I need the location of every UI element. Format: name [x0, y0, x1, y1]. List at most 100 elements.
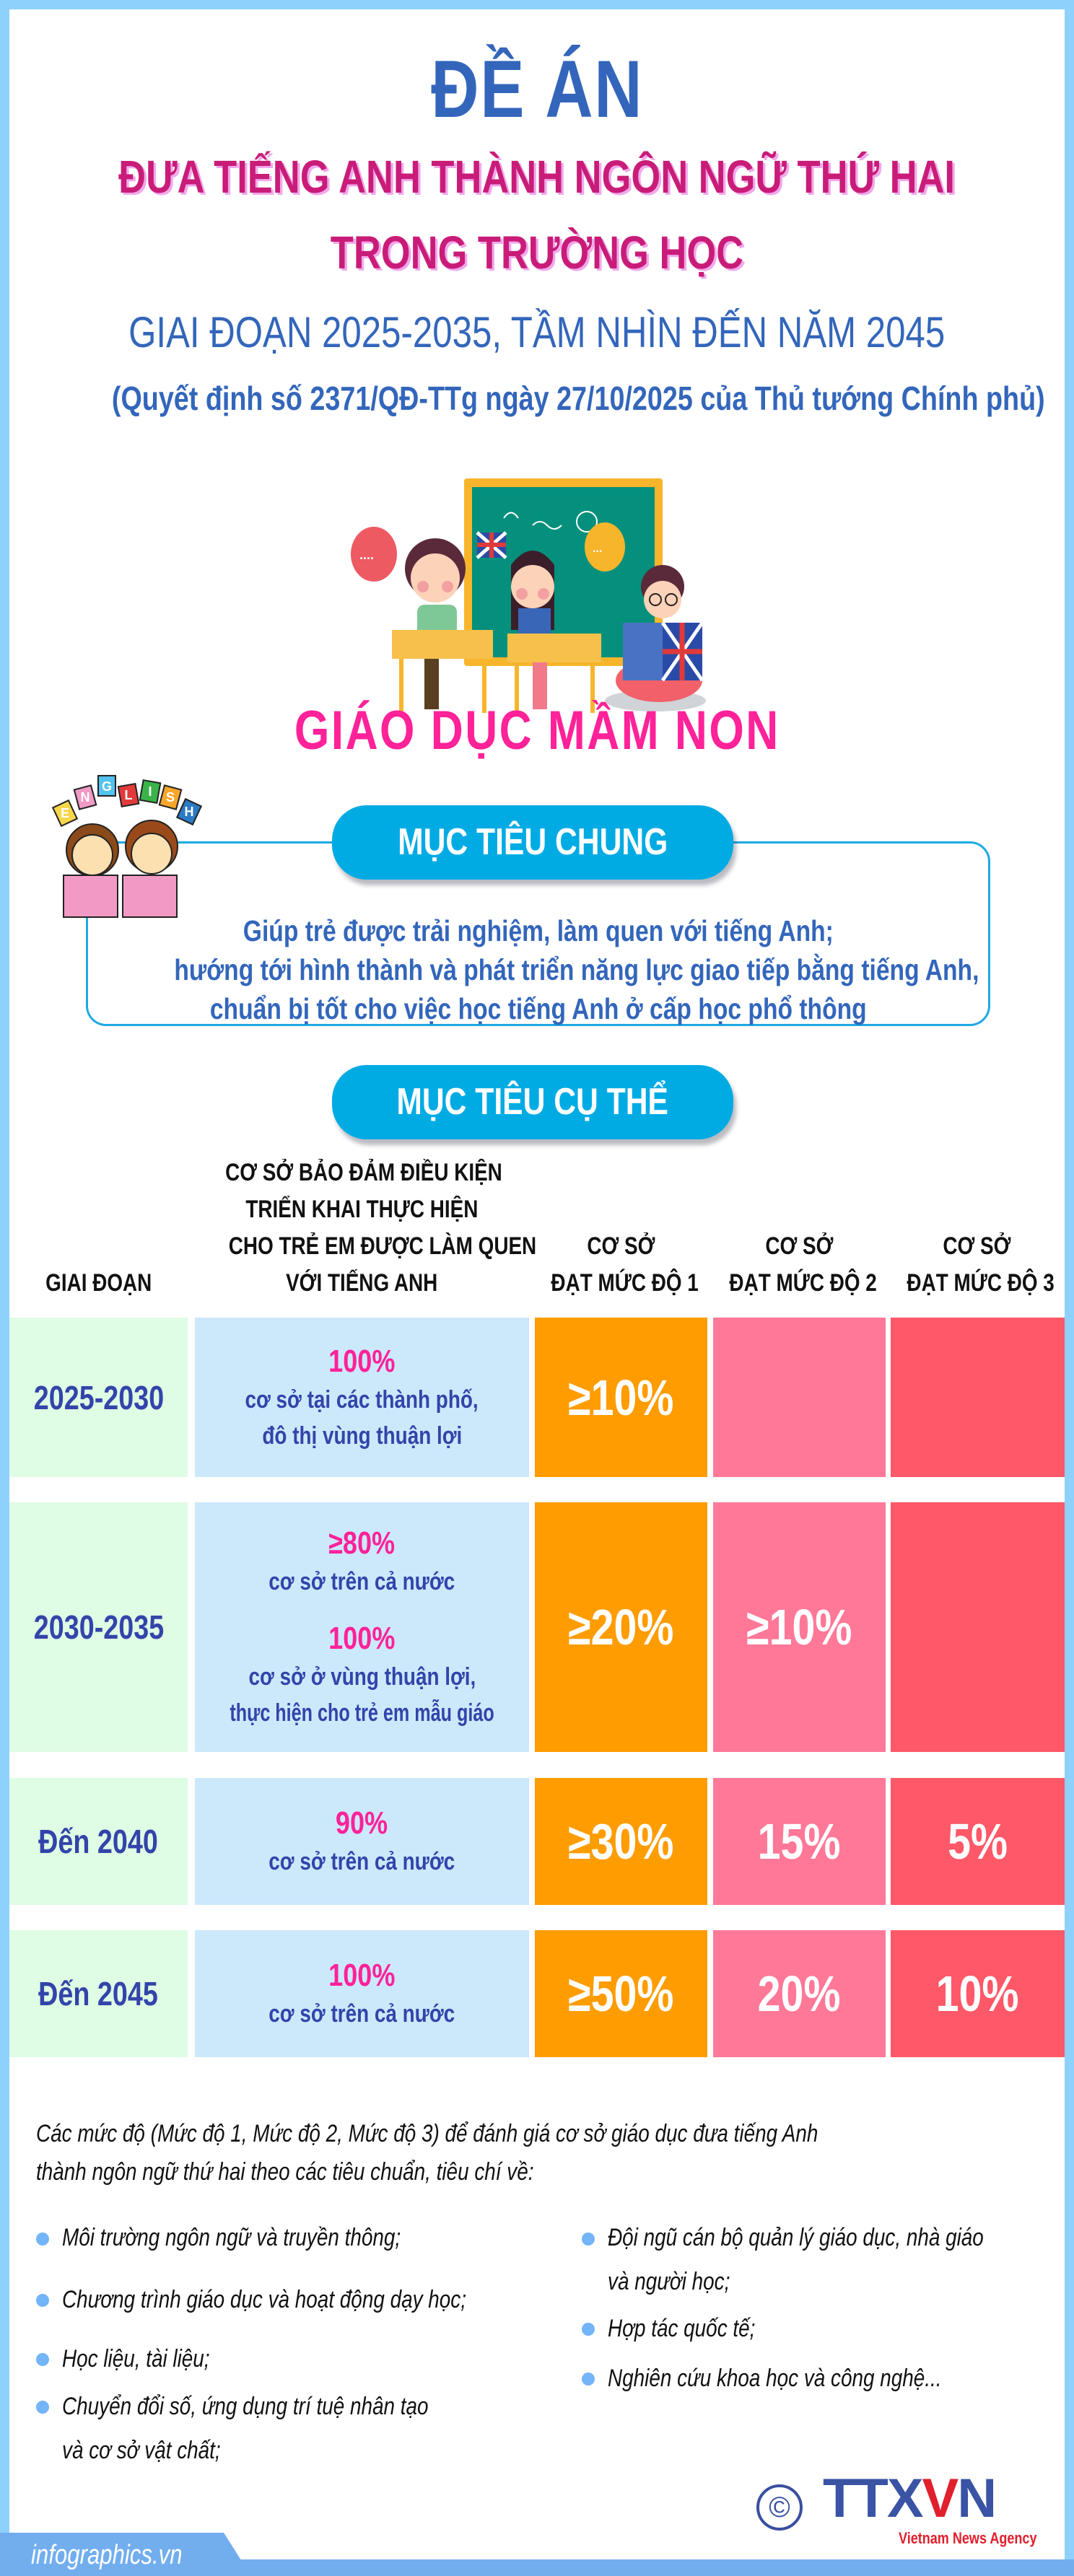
general-goal-heading: MỤC TIÊU CHUNG: [332, 805, 733, 880]
condition-desc: cơ sở tại các thành phố,: [219, 1382, 504, 1418]
condition-percent-text: 100%: [328, 1621, 396, 1656]
level-1-cell: ≥20%: [535, 1502, 707, 1752]
condition-percent: 90%: [330, 1803, 393, 1844]
logo-n: N: [957, 2468, 997, 2529]
specific-goal-heading: MỤC TIÊU CỤ THỂ: [332, 1065, 733, 1139]
condition-desc-text: cơ sở trên cả nước: [268, 2000, 455, 2028]
period-text: GIAI ĐOẠN 2025-2035, TẦM NHÌN ĐẾN NĂM 20…: [128, 308, 946, 356]
list-item-text: Đội ngũ cán bộ quản lý giáo dục, nhà giá…: [608, 2224, 984, 2251]
level-2-value: 15%: [758, 1813, 841, 1870]
condition-percent: ≥80%: [321, 1523, 402, 1564]
svg-text:G: G: [102, 779, 112, 794]
svg-text:S: S: [166, 790, 175, 805]
education-level-title-text: GIÁO DỤC MẦM NON: [294, 700, 780, 761]
list-item-text: Học liệu, tài liệu;: [62, 2345, 210, 2373]
bullet-icon: [36, 2294, 49, 2307]
column-header-text: CƠ SỞ BẢO ĐẢM ĐIỀU KIỆN: [225, 1159, 502, 1186]
period-text: Đến 2040: [38, 1823, 159, 1860]
subtitle-line-2-text: TRONG TRƯỜNG HỌC: [330, 227, 744, 279]
main-title: ĐỀ ÁN: [9, 49, 1065, 130]
list-item: Chuyển đổi số, ứng dụng trí tuệ nhân tạo…: [62, 2388, 509, 2470]
condition-percent: 100%: [321, 1341, 403, 1382]
column-header-level-3: CƠ SỞ ĐẠT MỨC ĐỘ 3: [891, 1228, 1063, 1302]
conditions-cell: 100% cơ sở trên cả nước: [195, 1930, 529, 2057]
condition-desc: cơ sở trên cả nước: [248, 1996, 475, 2032]
copyright-icon: ©: [756, 2484, 803, 2531]
condition-desc: cơ sở trên cả nước: [248, 1844, 475, 1880]
svg-text:H: H: [185, 805, 194, 819]
list-item-text: Môi trường ngôn ngữ và truyền thông;: [62, 2224, 401, 2251]
general-goal-line-text: Giúp trẻ được trải nghiệm, làm quen với …: [243, 914, 834, 947]
condition-desc: cơ sở trên cả nước: [248, 1564, 475, 1600]
bullet-icon: [582, 2323, 595, 2336]
period-cell: Đến 2040: [9, 1778, 188, 1905]
general-goal-line-text: hướng tới hình thành và phát triển năng …: [174, 953, 979, 986]
column-header-text: CƠ SỞ: [943, 1232, 1011, 1260]
bullet-icon: [582, 2373, 595, 2386]
logo-v: V: [922, 2468, 959, 2529]
condition-percent: 100%: [321, 1955, 403, 1996]
svg-text:...: ...: [593, 543, 602, 555]
ttxvn-logo: TTXVN: [823, 2468, 997, 2529]
list-item-text: Chương trình giáo dục và hoạt động dạy h…: [62, 2286, 466, 2313]
condition-desc-text: đô thị vùng thuận lợi: [262, 1421, 462, 1450]
general-goal-line: hướng tới hình thành và phát triển năng …: [86, 950, 990, 989]
level-3-cell: 5%: [891, 1778, 1065, 1905]
copyright-symbol: ©: [769, 2492, 790, 2523]
bullet-icon: [36, 2353, 49, 2366]
level-1-cell: ≥10%: [535, 1318, 707, 1477]
condition-desc-text: cơ sở tại các thành phố,: [245, 1385, 479, 1414]
conditions-cell: 90% cơ sở trên cả nước: [195, 1778, 529, 1905]
condition-percent-text: ≥80%: [328, 1525, 396, 1561]
education-level-title: GIÁO DỤC MẦM NON: [9, 704, 1065, 758]
condition-percent-text: 100%: [328, 1343, 396, 1379]
agency-name-text: Vietnam News Agency: [899, 2529, 1037, 2547]
decision-text: (Quyết định số 2371/QĐ-TTg ngày 27/10/20…: [111, 380, 1045, 417]
period-cell: 2030-2035: [9, 1502, 188, 1752]
condition-desc: thực hiện cho trẻ em mẫu giáo: [183, 1695, 541, 1731]
period-text: Đến 2045: [38, 1975, 159, 2012]
condition-desc-text: cơ sở trên cả nước: [268, 1848, 455, 1875]
list-item: Chương trình giáo dục và hoạt động dạy h…: [62, 2281, 555, 2319]
column-header-text: GIAI ĐOẠN: [45, 1269, 152, 1297]
level-2-cell: 15%: [713, 1778, 886, 1905]
criteria-intro-line: thành ngôn ngữ thứ hai theo các tiêu chu…: [36, 2158, 534, 2186]
english-reading-kids-icon: E N G L I S H: [51, 775, 203, 918]
svg-text:....: ....: [359, 548, 374, 562]
level-1-value: ≥50%: [568, 1966, 674, 2022]
footer-band: [0, 2559, 1074, 2576]
list-item: Đội ngũ cán bộ quản lý giáo dục, nhà giá…: [608, 2219, 1066, 2301]
logo-ttx: TTX: [823, 2468, 924, 2529]
level-3-cell: [891, 1502, 1065, 1752]
level-3-cell: [891, 1318, 1065, 1477]
svg-text:E: E: [61, 806, 69, 820]
level-2-value: 20%: [758, 1966, 841, 2022]
bullet-icon: [36, 2233, 49, 2246]
classroom-kids-illustration-icon: .... ...: [351, 478, 706, 713]
column-header-text: VỚI TIẾNG ANH: [286, 1269, 438, 1297]
bullet-icon: [582, 2233, 595, 2246]
condition-percent: 100%: [321, 1618, 403, 1659]
list-item: Học liệu, tài liệu;: [62, 2340, 242, 2378]
level-1-cell: ≥30%: [535, 1778, 707, 1905]
period-cell: Đến 2045: [9, 1930, 188, 2057]
column-header-text: ĐẠT MỨC ĐỘ 1: [551, 1269, 699, 1297]
column-header-conditions: CƠ SỞ BẢO ĐẢM ĐIỀU KIỆN TRIỂN KHAI THỰC …: [195, 1155, 536, 1302]
list-item-text: Chuyển đổi số, ứng dụng trí tuệ nhân tạo: [62, 2393, 429, 2420]
list-item-text: và cơ sở vật chất;: [62, 2437, 221, 2464]
level-1-cell: ≥50%: [535, 1930, 707, 2057]
svg-text:L: L: [125, 788, 133, 802]
agency-name: Vietnam News Agency: [899, 2529, 1068, 2548]
site-link-text[interactable]: infographics.vn: [31, 2540, 183, 2570]
condition-percent-text: 90%: [336, 1805, 388, 1841]
conditions-cell: 100% cơ sở tại các thành phố, đô thị vùn…: [195, 1318, 529, 1477]
period-cell: 2025-2030: [9, 1318, 188, 1477]
level-3-cell: 10%: [891, 1930, 1065, 2057]
column-header-text: CƠ SỞ: [587, 1232, 655, 1260]
condition-desc-text: cơ sở ở vùng thuận lợi,: [248, 1663, 476, 1691]
period-text: 2030-2035: [33, 1608, 164, 1646]
column-header-text: CƠ SỞ: [765, 1232, 834, 1260]
subtitle-line-2: TRONG TRƯỜNG HỌC: [9, 229, 1065, 276]
site-link[interactable]: infographics.vn: [31, 2540, 216, 2571]
list-item-text: Nghiên cứu khoa học và công nghệ...: [608, 2365, 942, 2392]
